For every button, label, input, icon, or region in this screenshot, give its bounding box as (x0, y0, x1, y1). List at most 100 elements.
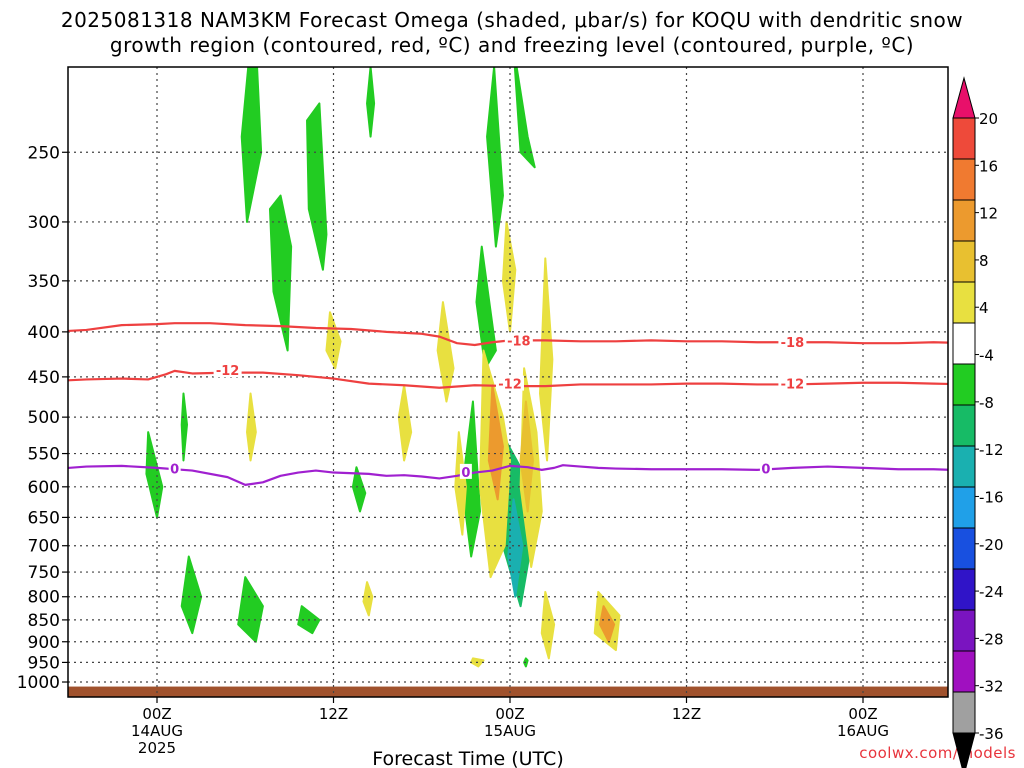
colorbar-label-2: 12 (979, 205, 998, 223)
contour-label-2-1: 0 (461, 466, 470, 481)
omega-blob-0 (268, 194, 293, 352)
plot-frame (67, 66, 949, 698)
colorbar-label-12: -32 (979, 678, 1004, 696)
omega-blob-21 (325, 311, 342, 370)
omega-blob-23 (436, 301, 455, 403)
contour-label-2-0: 0 (170, 463, 179, 478)
colorbar-label-9: -20 (979, 536, 1004, 554)
omega-blob-1 (240, 67, 263, 223)
omega-blob-5 (475, 245, 497, 370)
contour-label-bg-2-1 (459, 463, 472, 479)
contour-label-bg-1-0 (213, 362, 242, 378)
y-tick-label-250: 250 (28, 143, 60, 163)
y-tick-label-900: 900 (28, 633, 60, 653)
x-axis-title: Forecast Time (UTC) (372, 748, 563, 768)
omega-blob-15 (180, 555, 203, 635)
omega-blob-6 (461, 400, 481, 558)
temperature-contours: -18 -18 -18 -12 -12 -12 0 0 0 (0, 320, 948, 486)
colorbar-label-13: -36 (979, 725, 1004, 743)
x-tick-label-4-0: 00Z (848, 705, 877, 723)
contour-label-bg-0-0 (0, 320, 21, 335)
credit-text[interactable]: coolwx.com/models (859, 744, 1016, 762)
contour-label-bg-0-2 (778, 334, 807, 350)
x-tick-label-2-1: 15AUG (484, 722, 536, 740)
colorbar-bin-14 (952, 691, 976, 734)
omega-blob-29 (501, 220, 517, 333)
colorbar-label-4: 4 (979, 299, 989, 317)
contour-label-0-1: -18 (507, 334, 531, 349)
colorbar-bottom-arrow (952, 732, 976, 768)
contour-label-bg-1-1 (496, 375, 524, 391)
title-line-1: 2025081318 NAM3KM Forecast Omega (shaded… (60, 8, 964, 32)
colorbar-bin-4 (952, 281, 976, 324)
colorbar-bin-9 (952, 486, 976, 529)
omega-blob-2 (306, 102, 328, 271)
omega-blob-20 (351, 466, 367, 513)
omega-blob-24 (454, 431, 467, 536)
colorbar-label-3: 8 (979, 252, 989, 270)
contour-label-1-0: -12 (216, 364, 240, 379)
y-tick-label-850: 850 (28, 611, 60, 631)
colorbar-label-8: -16 (979, 488, 1004, 506)
omega-blob-3 (486, 67, 504, 248)
y-tick-label-550: 550 (28, 445, 60, 465)
y-tick-label-300: 300 (28, 213, 60, 233)
omega-blob-10 (519, 400, 534, 513)
colorbar-bin-1 (952, 158, 976, 201)
omega-blob-8 (507, 498, 524, 598)
colorbar-bin-12 (952, 609, 976, 652)
x-tick-label-4-1: 16AUG (837, 722, 889, 740)
omega-shading (145, 67, 621, 668)
y-tick-label-500: 500 (28, 408, 60, 428)
ground-area (68, 686, 948, 697)
colorbar-bin-2 (952, 199, 976, 242)
contour-label-0-0: -18 (0, 322, 19, 337)
colorbar-label-1: 16 (979, 157, 998, 175)
omega-blob-13 (539, 257, 554, 462)
omega-blob-4 (513, 67, 536, 169)
y-tick-label-950: 950 (28, 653, 60, 673)
gridlines (68, 67, 948, 697)
colorbar-bin-5 (952, 322, 976, 365)
y-axis: 2503003504004505005506006507007508008509… (17, 143, 68, 693)
colorbar-label-11: -28 (979, 630, 1004, 648)
omega-blob-30 (366, 67, 376, 138)
x-tick-label-0-1: 14AUG (131, 722, 183, 740)
contour-label-bg-2-2 (759, 460, 772, 476)
contour-label-1-2: -12 (781, 378, 805, 393)
y-tick-label-700: 700 (28, 537, 60, 557)
omega-blob-31 (246, 392, 257, 462)
contour-label-0-2: -18 (781, 336, 805, 351)
y-tick-label-1000: 1000 (17, 673, 60, 693)
x-tick-label-0-0: 00Z (142, 705, 171, 723)
y-tick-label-650: 650 (28, 508, 60, 528)
omega-blob-25 (362, 581, 374, 617)
colorbar-bin-13 (952, 650, 976, 693)
contour-label-2-2: 0 (761, 463, 770, 478)
plot-border (67, 66, 949, 698)
x-tick-label-3-0: 12Z (672, 705, 701, 723)
contour-label-1-1: -12 (498, 378, 522, 393)
colorbar-bin-11 (952, 568, 976, 611)
colorbar-bin-10 (952, 527, 976, 570)
colorbar-bin-3 (952, 240, 976, 283)
colorbar-label-7: -12 (979, 441, 1004, 459)
colorbar-label-5: -4 (979, 347, 994, 365)
colorbar-label-10: -24 (979, 583, 1004, 601)
ground-fill (68, 686, 948, 697)
colorbar-top-arrow (952, 76, 976, 119)
contour-line-0 (68, 322, 948, 347)
colorbar-bin-8 (952, 445, 976, 488)
y-tick-label-350: 350 (28, 272, 60, 292)
x-tick-label-1-0: 12Z (319, 705, 348, 723)
y-tick-label-400: 400 (28, 323, 60, 343)
omega-blob-16 (237, 576, 264, 643)
colorbar-label-0: 20 (979, 110, 998, 128)
colorbar-bin-7 (952, 404, 976, 447)
contour-line-1 (68, 369, 948, 389)
omega-blob-32 (180, 392, 189, 462)
x-tick-label-2-0: 00Z (495, 705, 524, 723)
contour-label-bg-1-2 (778, 375, 807, 391)
contour-label-bg-0-1 (504, 332, 533, 348)
